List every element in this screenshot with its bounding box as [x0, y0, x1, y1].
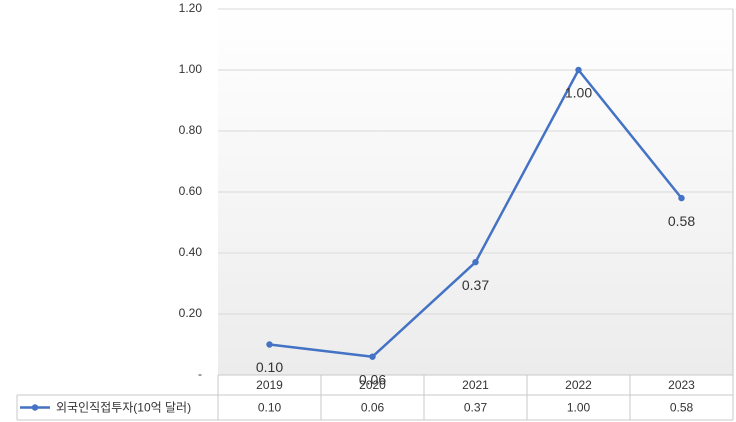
table-value: 1.00 — [567, 401, 591, 415]
y-tick-label: 0.20 — [179, 306, 203, 320]
legend-label: 외국인직접투자(10억 달러) — [56, 401, 191, 415]
data-label: 0.10 — [256, 359, 283, 375]
x-tick-label: 2019 — [256, 378, 283, 392]
y-tick-label: 1.00 — [179, 62, 203, 76]
table-value: 0.37 — [464, 401, 488, 415]
table-value: 0.58 — [670, 401, 694, 415]
y-tick-label: 0.40 — [179, 245, 203, 259]
x-tick-label: 2022 — [565, 378, 592, 392]
y-tick-label: 0.60 — [179, 184, 203, 198]
data-point — [678, 194, 685, 202]
data-point — [266, 341, 273, 348]
table-value: 0.10 — [258, 401, 282, 415]
x-tick-label: 2021 — [462, 378, 489, 392]
data-point — [472, 258, 479, 266]
legend-marker-dot — [31, 404, 39, 411]
y-tick-label: 1.20 — [179, 1, 203, 15]
data-point — [575, 66, 582, 74]
data-label: 0.06 — [359, 371, 386, 387]
data-label: 1.00 — [565, 85, 592, 101]
y-tick-label: 0.80 — [179, 123, 203, 137]
y-tick-label: - — [198, 367, 202, 381]
data-label: 0.58 — [668, 213, 695, 229]
x-tick-label: 2020 — [359, 378, 386, 392]
data-point — [369, 353, 376, 360]
x-tick-label: 2023 — [668, 378, 695, 392]
data-label: 0.37 — [462, 277, 489, 293]
table-value: 0.06 — [361, 401, 385, 415]
